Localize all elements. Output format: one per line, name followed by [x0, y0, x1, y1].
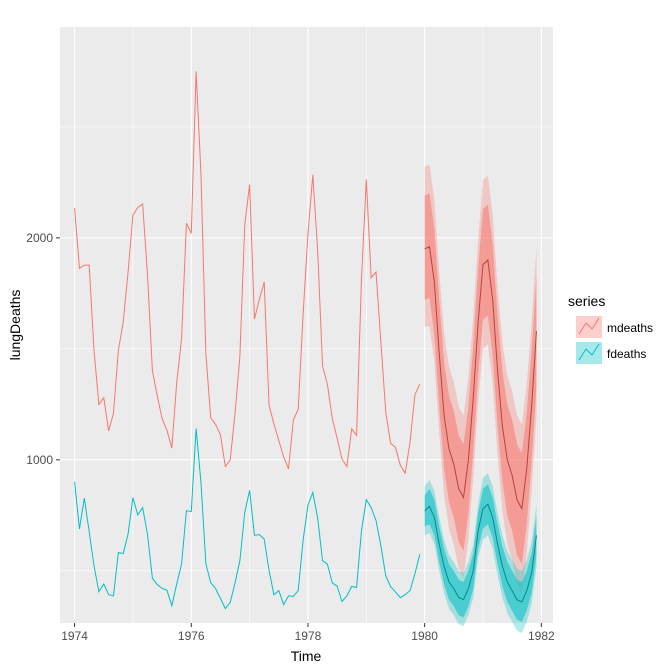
- x-axis-title: Time: [291, 648, 322, 664]
- x-tick-label: 1982: [528, 629, 555, 643]
- x-tick-label: 1978: [295, 629, 322, 643]
- legend-key-line-mdeaths: [578, 317, 600, 335]
- legend-label-mdeaths: mdeaths: [607, 321, 653, 335]
- x-tick-label: 1974: [61, 629, 88, 643]
- plot-panel: [60, 27, 553, 623]
- series-line-fdeaths: [74, 428, 421, 610]
- series-line-mdeaths: [74, 71, 421, 475]
- legend-title: series: [568, 293, 605, 309]
- y-tick-label: 2000: [26, 231, 53, 245]
- series-lines: [74, 71, 537, 610]
- forecast-mean-fdeaths: [424, 503, 537, 603]
- y-axis: 1000 2000: [26, 231, 60, 467]
- y-tick-label: 1000: [26, 453, 53, 467]
- minor-grid: [60, 27, 553, 623]
- legend-key-mdeaths: [576, 316, 602, 338]
- forecast-band-80-mdeaths: [424, 193, 537, 565]
- legend-key-line-fdeaths: [578, 343, 600, 361]
- legend-item-mdeaths: mdeaths: [576, 316, 653, 338]
- legend-label-fdeaths: fdeaths: [607, 347, 646, 361]
- x-tick-label: 1976: [178, 629, 205, 643]
- y-axis-title: lungDeaths: [7, 290, 23, 361]
- legend: series mdeaths fdeaths: [568, 293, 653, 364]
- legend-item-fdeaths: fdeaths: [576, 342, 646, 364]
- legend-key-fdeaths: [576, 342, 602, 364]
- x-tick-label: 1980: [411, 629, 438, 643]
- forecast-mean-mdeaths: [424, 246, 537, 511]
- x-axis: 1974 1976 1978 1980 1982: [61, 623, 555, 643]
